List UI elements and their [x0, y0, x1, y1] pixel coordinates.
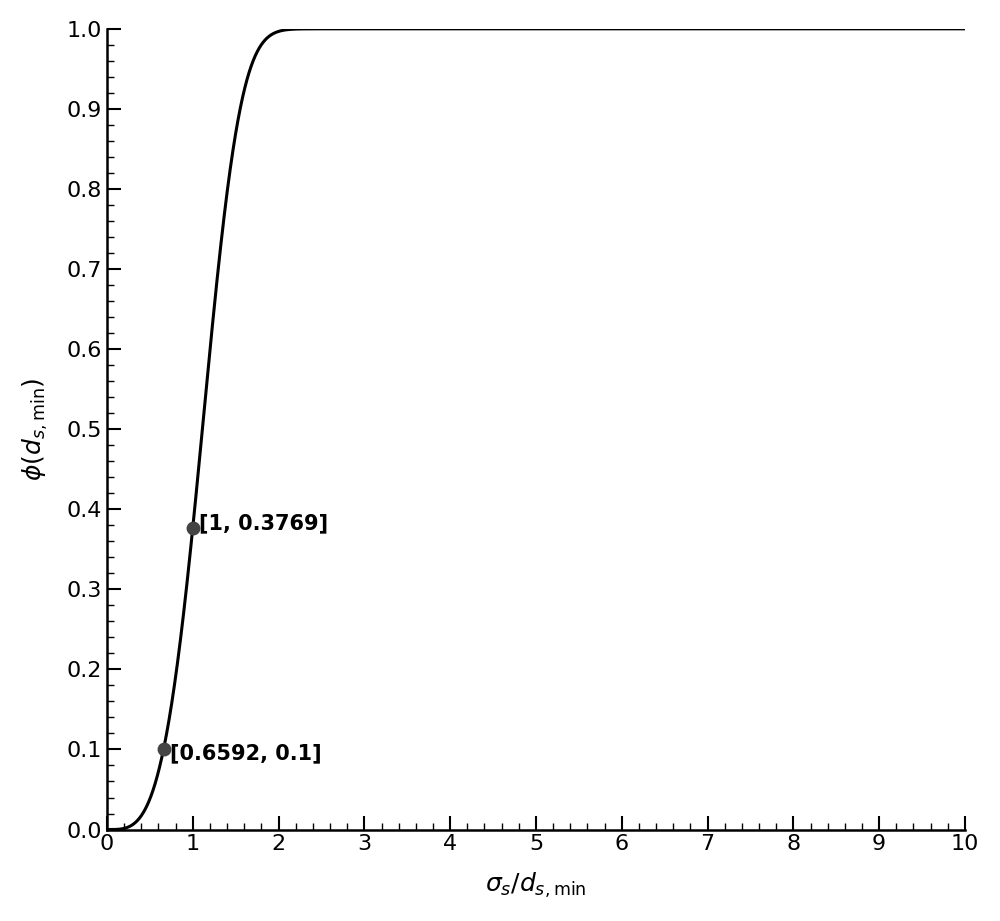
X-axis label: $\sigma_s/d_{s,\mathrm{min}}$: $\sigma_s/d_{s,\mathrm{min}}$ — [485, 871, 587, 900]
Text: [0.6592, 0.1]: [0.6592, 0.1] — [170, 743, 321, 764]
Y-axis label: $\phi(d_{s,\mathrm{min}})$: $\phi(d_{s,\mathrm{min}})$ — [21, 378, 50, 481]
Text: [1, 0.3769]: [1, 0.3769] — [199, 514, 328, 534]
